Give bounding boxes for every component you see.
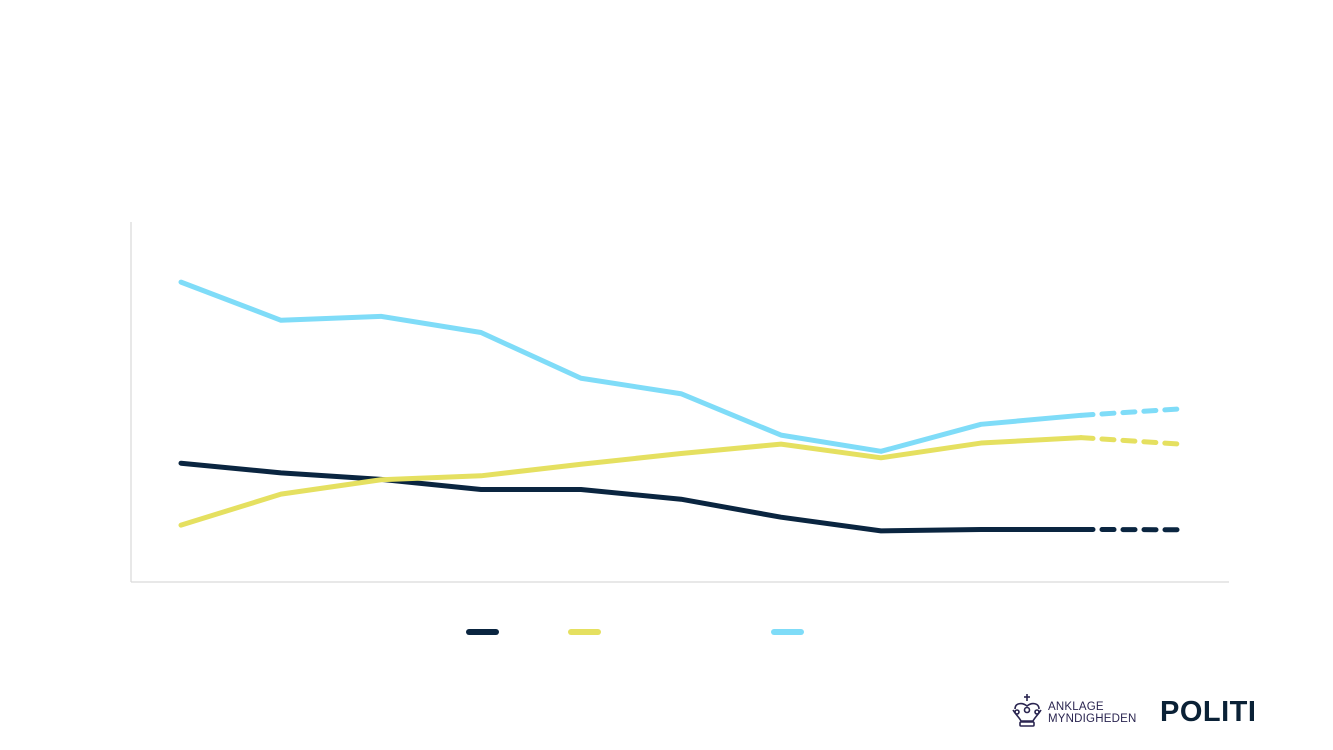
series-3-projection-line [1078,406,1184,418]
logo-line-1: ANKLAGE [1048,701,1104,713]
footer-logos: ANKLAGE MYNDIGHEDEN POLITI [1008,693,1288,733]
series-1-line [178,460,1084,534]
politi-wordmark: POLITI [1160,696,1257,728]
series-3-line [178,279,1084,454]
logo-line-2: MYNDIGHEDEN [1048,713,1137,725]
chart-axes [130,222,1229,583]
series-layer [178,279,1184,534]
series-2-projection-line [1078,435,1184,447]
crown-icon [1012,694,1042,727]
anklagemyndigheden-logo-text: ANKLAGE MYNDIGHEDEN [1048,701,1137,725]
series-2-line [178,435,1084,528]
